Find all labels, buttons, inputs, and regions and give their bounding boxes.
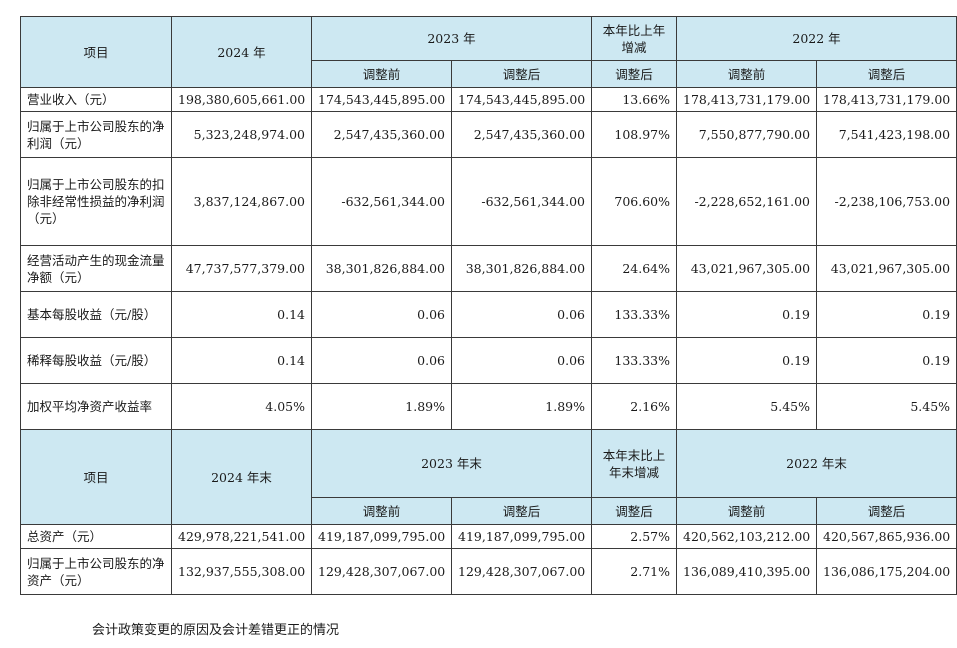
value-2024: 5,323,248,974.00 <box>171 111 312 158</box>
value-2024: 47,737,577,379.00 <box>171 245 312 292</box>
value-2022-before: 43,021,967,305.00 <box>676 245 818 292</box>
value-2023-after: -632,561,344.00 <box>450 157 593 246</box>
header-2022: 2022 年 <box>676 16 957 61</box>
table-row: 经营活动产生的现金流量净额（元） 47,737,577,379.00 38,30… <box>20 245 957 292</box>
value-2024: 198,380,605,661.00 <box>171 87 312 112</box>
value-2022-after: 43,021,967,305.00 <box>816 245 957 292</box>
table-row: 基本每股收益（元/股） 0.14 0.06 0.06 133.33% 0.19 … <box>20 291 957 338</box>
header-2023-after: 调整后 <box>450 60 593 88</box>
row-label: 归属于上市公司股东的净利润（元） <box>20 111 172 158</box>
row-label: 基本每股收益（元/股） <box>20 291 172 338</box>
value-2024: 4.05% <box>171 383 312 430</box>
value-2022-after: 0.19 <box>816 291 957 338</box>
header-item: 项目 <box>20 16 172 88</box>
header-2023-end-before: 调整前 <box>311 497 452 525</box>
row-label: 稀释每股收益（元/股） <box>20 337 172 384</box>
value-2023-after: 38,301,826,884.00 <box>450 245 593 292</box>
header-item-2: 项目 <box>20 429 172 525</box>
value-2023-before: 174,543,445,895.00 <box>311 87 452 112</box>
value-change: 2.57% <box>591 524 678 549</box>
table-row: 总资产（元） 429,978,221,541.00 419,187,099,79… <box>20 524 957 549</box>
value-change: 2.71% <box>591 548 678 595</box>
row-label: 营业收入（元） <box>20 87 172 112</box>
header-2022-end: 2022 年末 <box>676 429 957 498</box>
value-2023-before: 38,301,826,884.00 <box>311 245 452 292</box>
footnote-text: 会计政策变更的原因及会计差错更正的情况 <box>92 623 340 638</box>
value-2023-after: 174,543,445,895.00 <box>450 87 593 112</box>
table-row: 归属于上市公司股东的净资产（元） 132,937,555,308.00 129,… <box>20 548 957 595</box>
header-change: 本年比上年增减 <box>591 16 678 61</box>
value-2022-after: 136,086,175,204.00 <box>816 548 957 595</box>
value-change: 133.33% <box>591 291 678 338</box>
header-2022-end-before: 调整前 <box>676 497 818 525</box>
table-row: 稀释每股收益（元/股） 0.14 0.06 0.06 133.33% 0.19 … <box>20 337 957 384</box>
value-2023-after: 0.06 <box>450 337 593 384</box>
header-change-after: 调整后 <box>591 60 678 88</box>
value-2023-before: 0.06 <box>311 337 452 384</box>
value-2024: 429,978,221,541.00 <box>171 524 312 549</box>
header-2022-before: 调整前 <box>676 60 818 88</box>
header-change-end-after: 调整后 <box>591 497 678 525</box>
value-2024: 0.14 <box>171 291 312 338</box>
value-2022-before: 178,413,731,179.00 <box>676 87 818 112</box>
value-2023-after: 0.06 <box>450 291 593 338</box>
header-row-1: 项目 2024 年 2023 年 本年比上年增减 2022 年 <box>20 16 957 88</box>
table-row: 归属于上市公司股东的扣除非经常性损益的净利润（元） 3,837,124,867.… <box>20 157 957 246</box>
table-row: 加权平均净资产收益率 4.05% 1.89% 1.89% 2.16% 5.45%… <box>20 383 957 430</box>
header-2022-end-after: 调整后 <box>816 497 957 525</box>
value-2022-after: -2,238,106,753.00 <box>816 157 957 246</box>
value-change: 108.97% <box>591 111 678 158</box>
value-2024: 3,837,124,867.00 <box>171 157 312 246</box>
value-2022-before: 7,550,877,790.00 <box>676 111 818 158</box>
row-label: 归属于上市公司股东的净资产（元） <box>20 548 172 595</box>
value-2024: 132,937,555,308.00 <box>171 548 312 595</box>
value-change: 706.60% <box>591 157 678 246</box>
row-label: 总资产（元） <box>20 524 172 549</box>
value-2023-before: 1.89% <box>311 383 452 430</box>
header-2023: 2023 年 <box>310 16 593 61</box>
value-2023-before: 129,428,307,067.00 <box>311 548 452 595</box>
value-2022-after: 420,567,865,936.00 <box>816 524 957 549</box>
value-2024: 0.14 <box>171 337 312 384</box>
value-2023-before: -632,561,344.00 <box>311 157 452 246</box>
value-2022-before: 5.45% <box>676 383 818 430</box>
header-2022-after: 调整后 <box>816 60 957 88</box>
value-2022-after: 178,413,731,179.00 <box>816 87 957 112</box>
value-2023-before: 2,547,435,360.00 <box>311 111 452 158</box>
value-change: 2.16% <box>591 383 678 430</box>
table-row: 营业收入（元） 198,380,605,661.00 174,543,445,8… <box>20 87 957 112</box>
value-2023-before: 0.06 <box>311 291 452 338</box>
financial-summary-table: 项目 2024 年 2023 年 本年比上年增减 2022 年 调整前 调整后 … <box>20 16 957 595</box>
value-change: 133.33% <box>591 337 678 384</box>
value-change: 13.66% <box>591 87 678 112</box>
value-2023-before: 419,187,099,795.00 <box>311 524 452 549</box>
header-2023-end: 2023 年末 <box>310 429 593 498</box>
header-2023-end-after: 调整后 <box>450 497 593 525</box>
value-2022-before: 136,089,410,395.00 <box>676 548 818 595</box>
header-2023-before: 调整前 <box>311 60 452 88</box>
value-2023-after: 2,547,435,360.00 <box>450 111 593 158</box>
value-2022-after: 7,541,423,198.00 <box>816 111 957 158</box>
value-2022-before: 0.19 <box>676 291 818 338</box>
table-row: 归属于上市公司股东的净利润（元） 5,323,248,974.00 2,547,… <box>20 111 957 158</box>
value-2023-after: 419,187,099,795.00 <box>450 524 593 549</box>
value-2022-before: 0.19 <box>676 337 818 384</box>
header-2024-end: 2024 年末 <box>171 429 312 525</box>
value-2022-after: 0.19 <box>816 337 957 384</box>
value-2022-before: -2,228,652,161.00 <box>676 157 818 246</box>
header-change-end: 本年末比上年末增减 <box>591 429 678 498</box>
value-2023-after: 1.89% <box>450 383 593 430</box>
header-row-2: 调整前 调整后 调整后 调整前 调整后 <box>21 60 957 88</box>
value-2022-after: 5.45% <box>816 383 957 430</box>
header-2024: 2024 年 <box>171 16 312 88</box>
row-label: 加权平均净资产收益率 <box>20 383 172 430</box>
row-label: 经营活动产生的现金流量净额（元） <box>20 245 172 292</box>
value-2022-before: 420,562,103,212.00 <box>676 524 818 549</box>
value-2023-after: 129,428,307,067.00 <box>450 548 593 595</box>
header-row-3: 项目 2024 年末 2023 年末 本年末比上年末增减 2022 年末 <box>20 429 957 525</box>
header-row-4: 调整前 调整后 调整后 调整前 调整后 <box>21 497 957 525</box>
row-label: 归属于上市公司股东的扣除非经常性损益的净利润（元） <box>20 157 172 246</box>
value-change: 24.64% <box>591 245 678 292</box>
